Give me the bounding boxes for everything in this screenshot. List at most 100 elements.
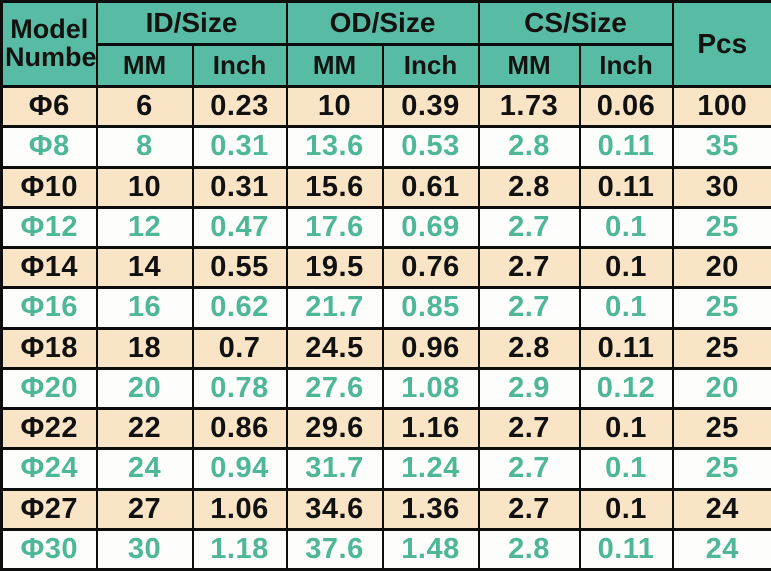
table-row: Φ10 10 0.31 15.6 0.61 2.8 0.11 30 (0, 165, 771, 209)
id-inch-header: Inch (191, 43, 288, 88)
cell-od-inch: 0.85 (381, 286, 480, 330)
table-row: Φ27 27 1.06 34.6 1.36 2.7 0.1 24 (0, 487, 771, 531)
table-row: Φ24 24 0.94 31.7 1.24 2.7 0.1 25 (0, 447, 771, 491)
cell-od-inch: 0.76 (381, 245, 480, 290)
pcs-header: Pcs (671, 0, 771, 88)
cell-model: Φ8 (0, 125, 98, 169)
cell-od-mm: 13.6 (285, 125, 384, 169)
cell-id-mm: 6 (95, 84, 194, 129)
cell-cs-inch: 0.1 (578, 286, 674, 330)
od-inch-header: Inch (381, 43, 480, 88)
cell-id-mm: 14 (95, 245, 194, 290)
id-mm-header: MM (95, 43, 194, 88)
cell-pcs: 24 (671, 527, 771, 571)
cs-mm-header: MM (477, 43, 581, 88)
cell-id-mm: 22 (95, 406, 194, 451)
header-row-units: MM Inch MM Inch MM Inch (2, 43, 771, 88)
cell-od-inch: 1.08 (381, 366, 480, 411)
cell-cs-mm: 2.7 (477, 286, 581, 330)
cell-id-inch: 0.86 (191, 406, 288, 451)
cell-id-inch: 0.31 (191, 165, 288, 209)
cell-pcs: 25 (671, 447, 771, 491)
cell-pcs: 30 (671, 165, 771, 209)
cell-od-mm: 29.6 (285, 406, 384, 451)
cell-cs-inch: 0.12 (578, 366, 674, 411)
table-row: Φ12 12 0.47 17.6 0.69 2.7 0.1 25 (0, 205, 771, 250)
cell-cs-mm: 2.8 (477, 326, 581, 370)
cell-pcs: 24 (671, 487, 771, 531)
table-body: Φ6 6 0.23 10 0.39 1.73 0.06 100 Φ8 8 0.3… (0, 84, 771, 571)
cell-model: Φ30 (0, 527, 98, 571)
table-row: Φ18 18 0.7 24.5 0.96 2.8 0.11 25 (0, 326, 771, 370)
cell-cs-inch: 0.11 (578, 165, 674, 209)
cs-size-group-header: CS/Size (477, 0, 674, 46)
cell-cs-mm: 2.7 (477, 487, 581, 531)
cell-pcs: 25 (671, 326, 771, 370)
od-size-group-header: OD/Size (285, 0, 480, 46)
table-row: Φ16 16 0.62 21.7 0.85 2.7 0.1 25 (0, 286, 771, 330)
cell-model: Φ20 (0, 366, 98, 411)
cell-model: Φ27 (0, 487, 98, 531)
cell-cs-mm: 1.73 (477, 84, 581, 129)
cell-od-mm: 15.6 (285, 165, 384, 209)
cell-od-inch: 0.53 (381, 125, 480, 169)
cell-cs-mm: 2.7 (477, 205, 581, 250)
cell-od-inch: 1.16 (381, 406, 480, 451)
cell-model: Φ16 (0, 286, 98, 330)
table-row: Φ6 6 0.23 10 0.39 1.73 0.06 100 (0, 84, 771, 129)
cell-od-inch: 0.96 (381, 326, 480, 370)
table-row: Φ8 8 0.31 13.6 0.53 2.8 0.11 35 (0, 125, 771, 169)
cell-od-inch: 0.69 (381, 205, 480, 250)
cell-cs-inch: 0.1 (578, 487, 674, 531)
cell-id-inch: 0.78 (191, 366, 288, 411)
cell-id-inch: 0.23 (191, 84, 288, 129)
cell-cs-inch: 0.1 (578, 245, 674, 290)
cell-od-mm: 19.5 (285, 245, 384, 290)
table-header: Model Number ID/Size OD/Size CS/Size Pcs… (0, 0, 771, 88)
cell-model: Φ24 (0, 447, 98, 491)
cell-id-inch: 0.94 (191, 447, 288, 491)
cell-id-mm: 30 (95, 527, 194, 571)
cell-id-mm: 12 (95, 205, 194, 250)
cell-model: Φ10 (0, 165, 98, 209)
cell-id-mm: 27 (95, 487, 194, 531)
cell-od-mm: 24.5 (285, 326, 384, 370)
cell-pcs: 100 (671, 84, 771, 129)
cell-od-mm: 17.6 (285, 205, 384, 250)
cell-id-inch: 0.47 (191, 205, 288, 250)
cell-cs-inch: 0.11 (578, 326, 674, 370)
cell-cs-mm: 2.7 (477, 245, 581, 290)
cell-pcs: 35 (671, 125, 771, 169)
table-row: Φ30 30 1.18 37.6 1.48 2.8 0.11 24 (0, 527, 771, 571)
cell-model: Φ14 (0, 245, 98, 290)
cell-cs-mm: 2.8 (477, 125, 581, 169)
cell-id-inch: 0.7 (191, 326, 288, 370)
cell-od-mm: 21.7 (285, 286, 384, 330)
cell-od-inch: 0.39 (381, 84, 480, 129)
cell-od-mm: 34.6 (285, 487, 384, 531)
cell-model: Φ22 (0, 406, 98, 451)
cell-pcs: 20 (671, 366, 771, 411)
cell-id-mm: 10 (95, 165, 194, 209)
cell-pcs: 25 (671, 286, 771, 330)
cell-id-inch: 0.62 (191, 286, 288, 330)
cell-id-mm: 16 (95, 286, 194, 330)
cell-id-mm: 24 (95, 447, 194, 491)
cell-model: Φ12 (0, 205, 98, 250)
cell-cs-mm: 2.7 (477, 406, 581, 451)
cell-od-mm: 10 (285, 84, 384, 129)
cell-od-mm: 27.6 (285, 366, 384, 411)
cell-cs-inch: 0.11 (578, 527, 674, 571)
cell-od-mm: 31.7 (285, 447, 384, 491)
cell-id-mm: 8 (95, 125, 194, 169)
id-size-group-header: ID/Size (95, 0, 288, 46)
cell-cs-mm: 2.8 (477, 165, 581, 209)
od-mm-header: MM (285, 43, 384, 88)
table-row: Φ20 20 0.78 27.6 1.08 2.9 0.12 20 (0, 366, 771, 411)
cell-model: Φ18 (0, 326, 98, 370)
cell-cs-mm: 2.9 (477, 366, 581, 411)
cell-od-inch: 0.61 (381, 165, 480, 209)
cs-inch-header: Inch (578, 43, 674, 88)
